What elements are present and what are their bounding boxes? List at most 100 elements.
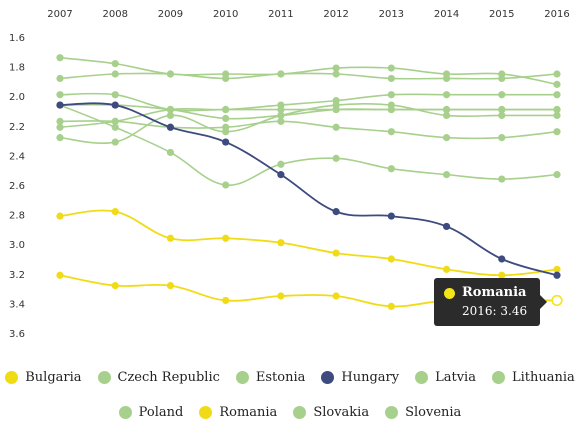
tooltip-series-dot <box>444 288 455 299</box>
data-point-latvia <box>442 91 451 99</box>
data-point-estonia <box>553 128 561 136</box>
y-tick-label: 1.8 <box>9 63 25 74</box>
x-tick-label: 2013 <box>379 9 404 20</box>
data-point-slovakia <box>56 54 64 62</box>
data-point-poland <box>442 105 451 114</box>
data-point-hungary <box>222 138 230 146</box>
data-point-hungary <box>277 171 285 179</box>
y-tick-label: 2.6 <box>9 181 25 192</box>
data-point-unnamed <box>553 171 561 179</box>
data-point-slovenia <box>166 70 175 78</box>
x-tick-label: 2012 <box>323 9 348 20</box>
data-point-slovenia <box>332 70 340 78</box>
legend-item-czech-republic[interactable]: Czech Republic <box>97 370 220 385</box>
y-tick-label: 3.0 <box>9 240 25 251</box>
data-point-estonia <box>332 123 340 131</box>
tooltip-series-name: Romania <box>462 285 527 300</box>
data-point-slovenia <box>498 74 506 83</box>
data-point-estonia <box>498 134 506 142</box>
legend-item-lithuania[interactable]: Lithuania <box>491 369 575 385</box>
data-point-estonia <box>277 117 285 125</box>
data-point-unnamed <box>222 181 230 189</box>
data-point-romania <box>222 296 230 305</box>
legend-label: Latvia <box>435 369 476 385</box>
legend-item-estonia[interactable]: Estonia <box>235 370 305 385</box>
legend-swatch <box>385 405 399 419</box>
data-point-estonia <box>442 134 451 142</box>
legend-swatch <box>293 405 307 419</box>
legend-swatch <box>5 370 19 384</box>
x-tick-label: 2008 <box>102 9 127 20</box>
x-tick-label: 2014 <box>434 9 459 20</box>
series-line-hungary <box>59 102 558 277</box>
x-tick-label: 2007 <box>47 9 72 20</box>
data-point-hungary <box>553 271 561 279</box>
series-line-bulgaria <box>59 209 558 277</box>
data-point-bulgaria <box>222 234 230 242</box>
data-point-latvia <box>56 123 64 131</box>
data-point-bulgaria <box>56 212 64 220</box>
legend-item-poland[interactable]: Poland <box>118 405 183 420</box>
data-point-hungary <box>332 208 340 216</box>
data-point-hungary <box>387 212 395 220</box>
data-point-poland <box>111 91 119 99</box>
x-tick-label: 2015 <box>489 9 514 20</box>
series-line-unnamed <box>59 104 558 186</box>
data-point-bulgaria <box>111 208 119 216</box>
data-point-latvia <box>498 91 506 99</box>
data-point-romania <box>166 282 175 290</box>
tooltip-arrow <box>540 295 547 309</box>
series-line-slovakia <box>59 56 558 86</box>
data-point-unnamed <box>166 148 175 157</box>
data-point-latvia <box>111 117 119 125</box>
data-point-unnamed <box>277 160 285 168</box>
legend-label: Lithuania <box>511 369 575 385</box>
data-point-czech-republic <box>222 114 230 122</box>
legend-item-hungary[interactable]: Hungary <box>321 370 399 385</box>
legend-item-slovenia[interactable]: Slovenia <box>385 405 461 420</box>
data-point-bulgaria <box>442 265 451 273</box>
legend-row: Bulgaria Czech Republic Estonia Hungary Latv… <box>0 367 580 387</box>
data-point-poland <box>553 105 561 114</box>
legend-swatch <box>491 370 505 384</box>
data-point-hungary <box>56 101 64 109</box>
y-tick-label: 3.4 <box>9 299 25 310</box>
series-line-poland <box>59 92 557 112</box>
legend-item-slovakia[interactable]: Slovakia <box>293 405 369 420</box>
legend-swatch <box>415 370 429 384</box>
tooltip: Romania 2016: 3.46 <box>434 278 547 326</box>
legend-label: Slovakia <box>313 404 370 420</box>
data-point-hungary <box>442 222 451 231</box>
legend-row: Poland Romania Slovakia Slovenia <box>0 402 580 422</box>
data-point-hungary <box>111 101 119 109</box>
legend-item-bulgaria[interactable]: Bulgaria <box>5 369 82 385</box>
data-point-estonia <box>56 117 64 125</box>
legend-label: Bulgaria <box>25 369 82 385</box>
data-point-unnamed <box>498 175 506 183</box>
data-point-poland <box>277 105 285 114</box>
data-point-bulgaria <box>387 255 395 263</box>
series-line-estonia <box>59 120 558 140</box>
data-point-romania <box>277 292 285 300</box>
data-point-slovakia <box>553 80 561 88</box>
data-point-unnamed <box>111 123 119 131</box>
legend-swatch <box>118 405 132 419</box>
data-point-hungary <box>166 123 175 131</box>
data-point-slovenia <box>222 74 230 83</box>
data-point-slovenia <box>553 70 561 78</box>
data-point-latvia <box>387 91 395 99</box>
highlight-point-marker <box>551 294 563 307</box>
legend-label: Slovenia <box>405 404 462 420</box>
data-point-poland <box>166 105 175 114</box>
data-point-romania <box>111 282 119 290</box>
y-tick-label: 3.2 <box>9 270 25 281</box>
data-point-lithuania <box>442 111 451 120</box>
legend-swatch <box>235 370 249 384</box>
legend-item-romania[interactable]: Romania <box>199 405 277 420</box>
tooltip-value: 2016: 3.46 <box>462 304 528 318</box>
data-point-slovenia <box>442 74 451 83</box>
legend-item-latvia[interactable]: Latvia <box>415 370 476 385</box>
data-point-poland <box>222 105 230 114</box>
data-point-lithuania <box>56 134 64 142</box>
